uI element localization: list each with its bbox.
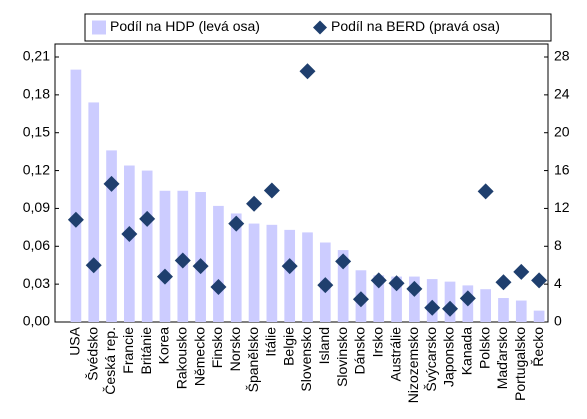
bar	[409, 276, 420, 322]
y-tick-label: 0,06	[23, 237, 50, 253]
x-tick-label: Nizozemsko	[405, 327, 421, 403]
diamond-marker	[299, 63, 316, 80]
diamond-marker	[317, 277, 334, 294]
y-tick-label: 0,00	[23, 313, 50, 329]
bar	[195, 192, 206, 322]
y2-tick-label: 28	[554, 48, 570, 64]
x-tick-label: Česká rep.	[102, 327, 118, 395]
diamond-marker	[192, 258, 209, 275]
diamond-marker	[174, 252, 191, 269]
bar	[141, 170, 153, 322]
x-tick-label: Irsko	[369, 327, 385, 358]
y-tick-label: 0,15	[23, 123, 50, 139]
y-tick-label: 0,21	[23, 48, 50, 64]
x-tick-label: Švédsko	[84, 327, 100, 381]
x-tick-label: Británie	[138, 327, 154, 375]
plot-frame	[54, 43, 549, 323]
diamond-marker	[370, 272, 387, 289]
diamond-marker	[335, 253, 352, 270]
y2-tick-label: 20	[554, 123, 570, 139]
diamond-marker	[156, 268, 173, 285]
x-tick-label: Španělsko	[245, 327, 261, 393]
diamond-marker	[477, 183, 494, 200]
x-tick-label: Korea	[156, 327, 172, 365]
diamond-marker	[246, 195, 263, 212]
x-tick-label: Polsko	[476, 327, 492, 369]
y2-tick-label: 8	[554, 237, 562, 253]
diamond-marker	[281, 258, 298, 275]
diamond-marker	[85, 257, 102, 274]
x-tick-label: Slovinsko	[334, 327, 350, 387]
bar	[480, 289, 491, 322]
x-tick-label: Island	[316, 327, 332, 364]
diamond-marker	[513, 263, 530, 280]
x-tick-label: Austrálie	[387, 327, 403, 382]
bar	[266, 224, 278, 322]
legend-label: Podíl na BERD (pravá osa)	[331, 18, 500, 34]
y2-tick-label: 12	[554, 199, 570, 215]
legend-marker	[313, 20, 327, 35]
x-tick-label: Dánsko	[352, 327, 368, 375]
diamond-marker	[442, 300, 459, 317]
diamond-marker	[531, 272, 548, 289]
bar	[373, 275, 385, 322]
diamond-marker	[459, 290, 476, 307]
y-tick-label: 0,18	[23, 86, 50, 102]
bar	[230, 213, 242, 322]
x-tick-label: Itálie	[263, 327, 279, 357]
y2-tick-label: 24	[554, 86, 570, 102]
bar	[337, 250, 349, 322]
x-tick-label: Japonsko	[441, 327, 457, 387]
x-tick-label: USA	[67, 326, 83, 355]
bar	[88, 102, 100, 322]
diamond-marker	[228, 215, 245, 232]
bar	[124, 165, 135, 322]
x-tick-label: Finsko	[209, 327, 225, 368]
diamond-marker	[495, 274, 512, 291]
diamond-marker	[210, 278, 227, 295]
x-tick-label: Belgie	[280, 327, 296, 366]
bar	[498, 298, 509, 322]
x-tick-label: Maďarsko	[494, 327, 510, 390]
bar	[70, 69, 82, 322]
bar	[302, 232, 313, 322]
y2-tick-label: 4	[554, 275, 562, 291]
x-tick-label: Norsko	[227, 327, 243, 372]
diamond-marker	[103, 175, 120, 192]
bar	[515, 300, 527, 322]
bar	[106, 150, 117, 322]
x-tick-label: Portugalsko	[512, 327, 528, 401]
x-tick-label: Slovensko	[298, 327, 314, 392]
bar	[248, 223, 260, 322]
y-tick-label: 0,09	[23, 199, 50, 215]
y-tick-label: 0,03	[23, 275, 50, 291]
diamond-marker	[424, 299, 441, 316]
x-tick-label: Švýcarsko	[423, 327, 439, 392]
y2-tick-label: 16	[554, 161, 570, 177]
legend-marker	[92, 20, 106, 35]
diamond-marker	[352, 291, 369, 308]
diamond-marker	[139, 210, 156, 227]
x-tick-label: Německo	[191, 327, 207, 386]
bar	[533, 310, 545, 322]
diamond-marker	[121, 225, 138, 242]
x-tick-label: Francie	[120, 327, 136, 374]
diamond-marker	[67, 211, 84, 228]
y-tick-label: 0,12	[23, 161, 50, 177]
x-tick-label: Rakousko	[173, 327, 189, 389]
y2-tick-label: 0	[554, 313, 562, 329]
bar	[213, 205, 224, 322]
diamond-marker	[263, 182, 280, 199]
legend-label: Podíl na HDP (levá osa)	[110, 18, 260, 34]
x-tick-label: Kanada	[459, 327, 475, 375]
diamond-marker	[388, 275, 405, 292]
bar	[284, 229, 296, 322]
x-tick-label: Řecko	[530, 327, 546, 367]
bar	[159, 190, 171, 322]
diamond-marker	[406, 280, 423, 297]
legend-box	[84, 13, 552, 42]
bar	[391, 276, 402, 322]
